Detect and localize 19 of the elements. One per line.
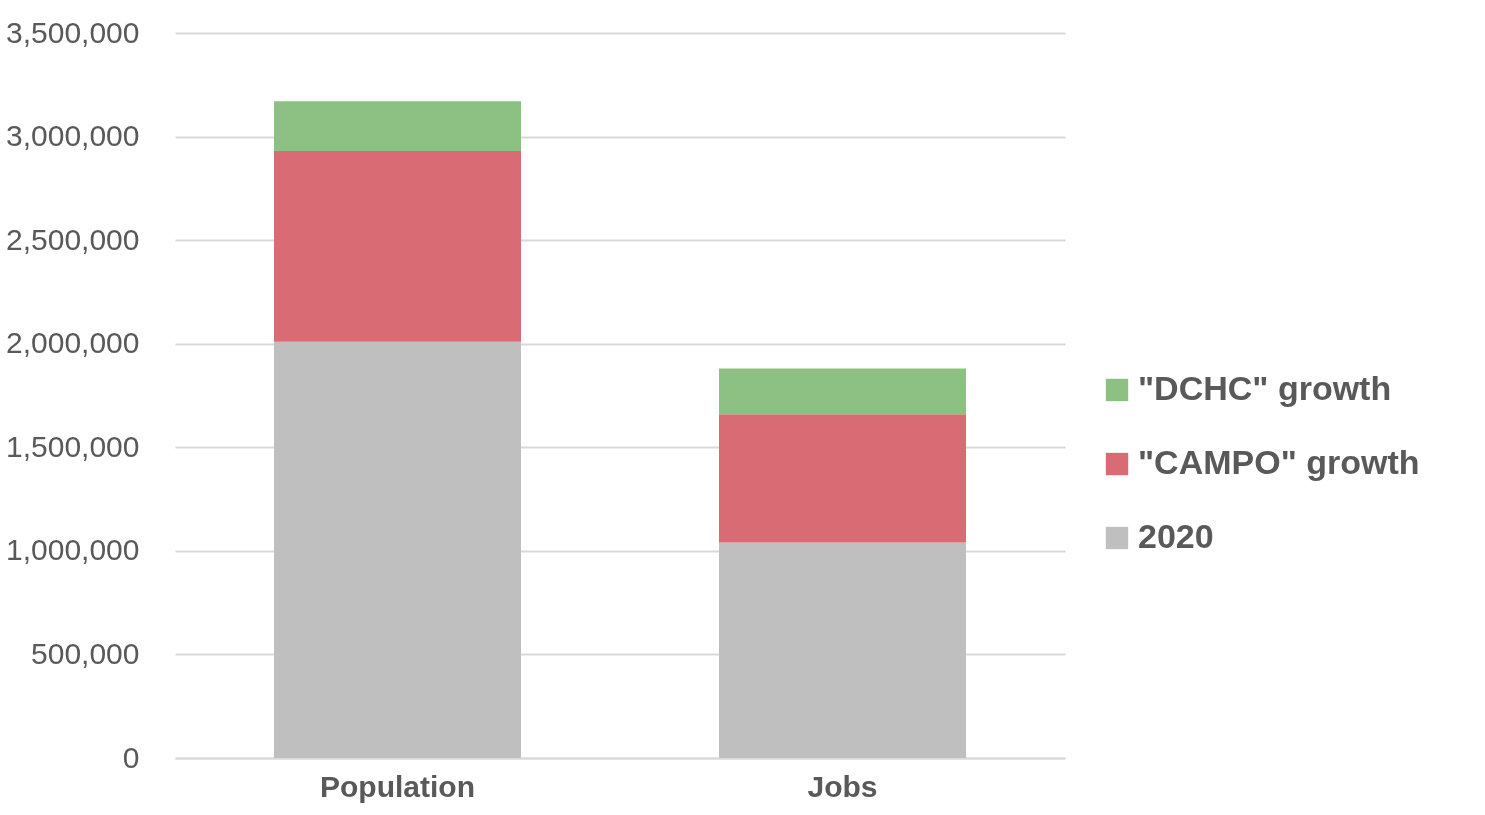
bar [274,101,521,152]
x-tick-label: Population [320,769,475,803]
bar [274,151,521,342]
y-tick-label: 1,500,000 [6,429,140,463]
y-tick-label: 2,000,000 [6,326,140,360]
y-tick-label: 3,000,000 [6,119,140,153]
y-tick-label: 500,000 [31,636,140,670]
bar [719,368,966,415]
legend-label: 2020 [1138,517,1214,555]
bar [719,414,966,543]
y-tick-label: 2,500,000 [6,222,140,256]
legend-label: "CAMPO" growth [1138,443,1420,481]
x-tick-label: Jobs [807,769,878,803]
y-tick-label: 0 [122,740,140,774]
y-tick-label: 3,500,000 [6,15,140,49]
bar [274,341,521,758]
y-tick-label: 1,000,000 [6,533,140,567]
legend-label: "DCHC" growth [1138,369,1392,407]
bar [719,542,966,758]
